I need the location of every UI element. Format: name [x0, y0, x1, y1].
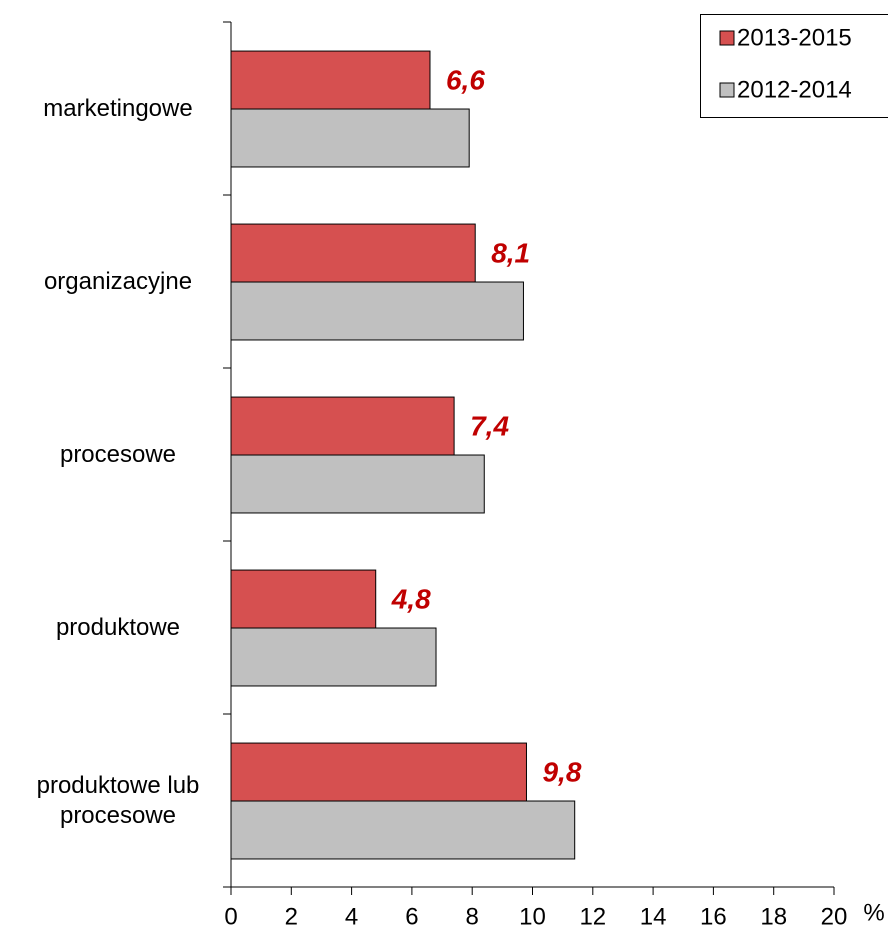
category-label: organizacyjne	[43, 268, 193, 296]
x-tick-label: 0	[224, 903, 237, 930]
bar	[230, 108, 470, 168]
category-label: marketingowe	[43, 95, 193, 123]
bar	[230, 281, 524, 341]
x-tick-label: 10	[519, 903, 546, 930]
x-tick-label: 18	[760, 903, 787, 930]
x-tick-label: 6	[405, 903, 418, 930]
x-tick-label: 20	[821, 903, 848, 930]
bar	[230, 800, 576, 860]
bar	[230, 627, 437, 687]
category-label: produktowe lub procesowe	[36, 772, 200, 830]
legend-label: 2013-2015	[737, 24, 852, 51]
bar	[230, 50, 431, 110]
category-label: procesowe	[59, 441, 177, 469]
bar	[230, 396, 455, 456]
x-tick-label: 16	[700, 903, 727, 930]
bar	[230, 454, 485, 514]
legend-swatch	[719, 30, 735, 46]
bar	[230, 742, 527, 802]
value-label: 6,6	[446, 64, 485, 95]
bar	[230, 223, 476, 283]
value-label: 9,8	[542, 756, 581, 787]
x-tick-label: 14	[640, 903, 667, 930]
value-label: 8,1	[491, 237, 530, 268]
category-label: produktowe	[55, 614, 181, 642]
x-axis-label: %	[863, 899, 884, 926]
legend-label: 2012-2014	[737, 76, 852, 103]
x-tick-label: 4	[345, 903, 358, 930]
x-tick-label: 8	[466, 903, 479, 930]
bar	[230, 569, 377, 629]
value-label: 4,8	[391, 583, 431, 614]
x-tick-label: 12	[579, 903, 606, 930]
x-tick-label: 2	[285, 903, 298, 930]
legend-swatch	[719, 82, 735, 98]
value-label: 7,4	[470, 410, 509, 441]
